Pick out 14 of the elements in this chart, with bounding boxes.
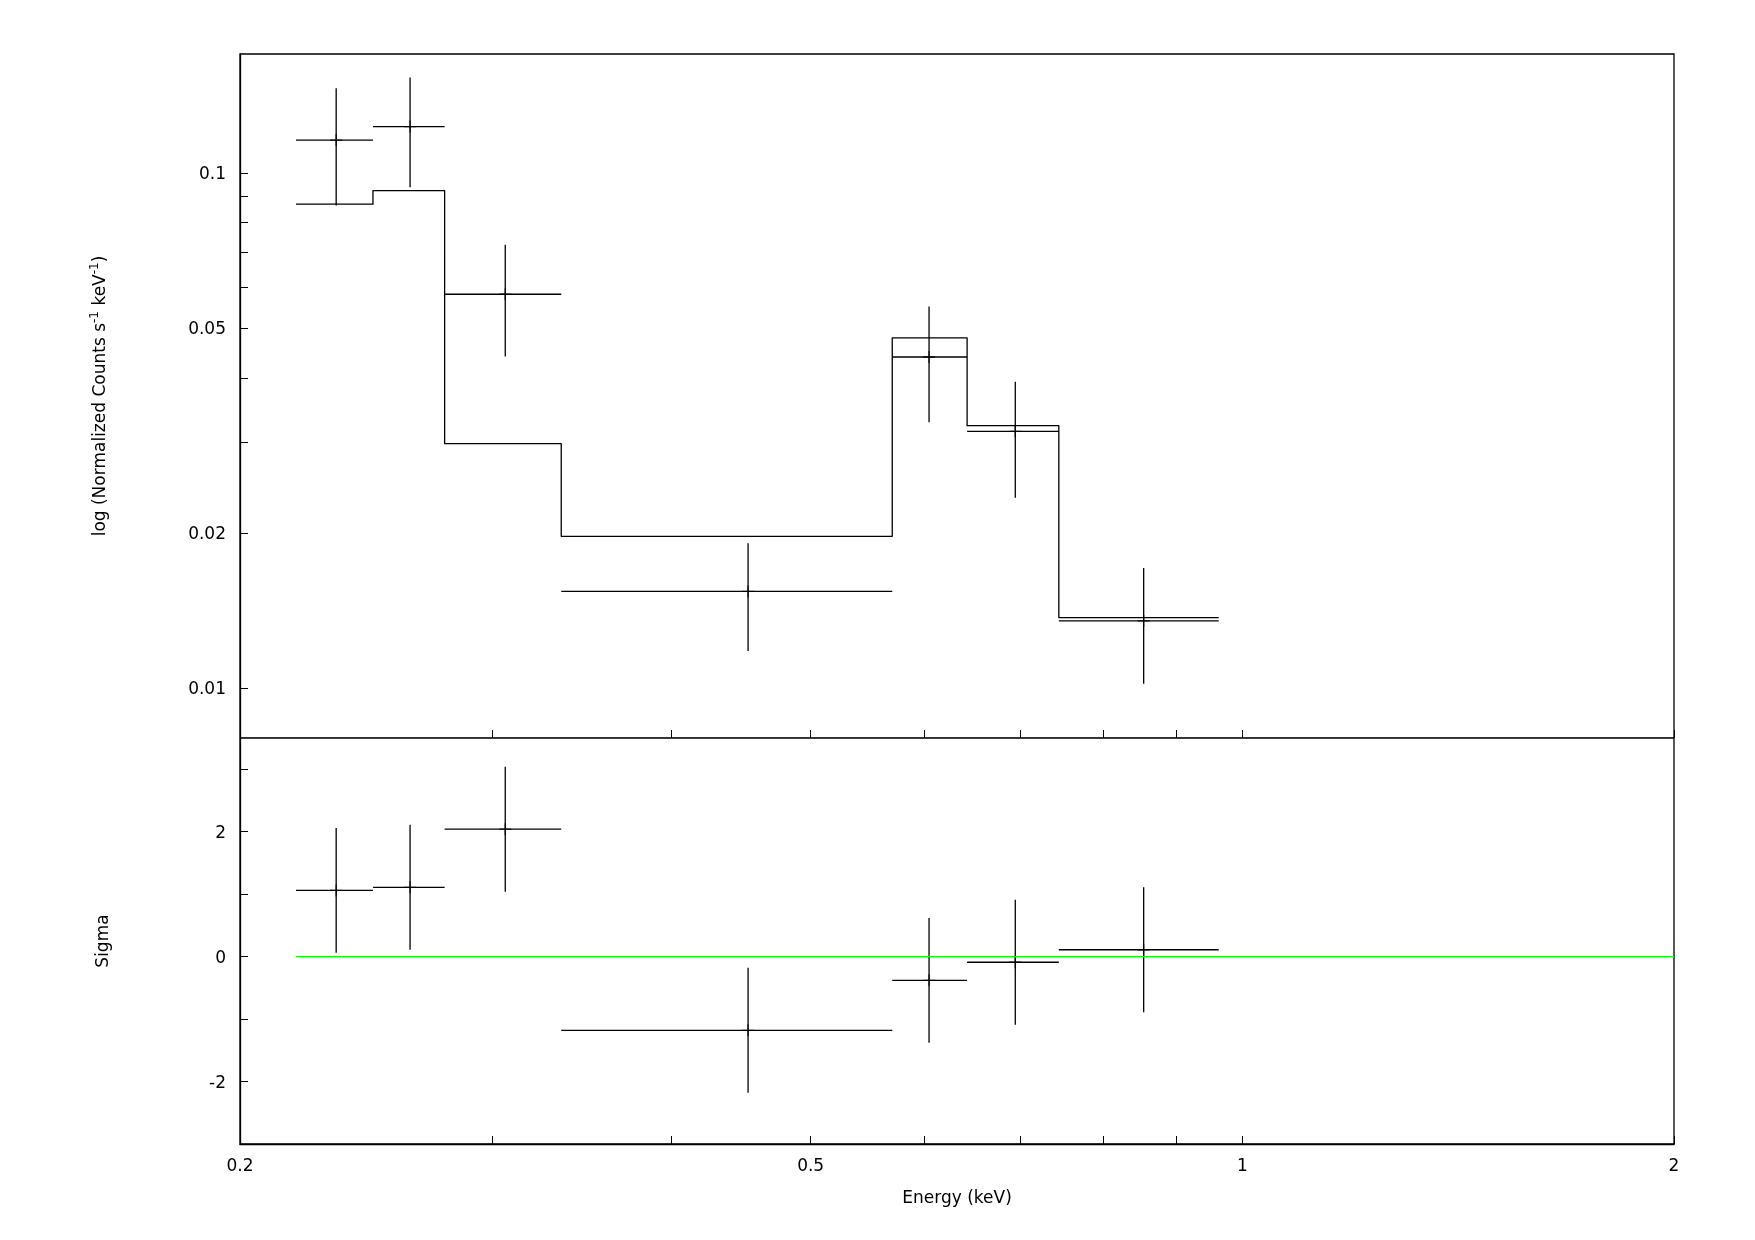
y-axis-title: Sigma [91,914,112,968]
x-tick-label: 0.5 [797,1154,825,1175]
x-tick-label: 2 [1668,1154,1680,1175]
y-axis-title: log (Normalized Counts s-1 keV-1) [87,255,109,537]
y-tick-label: 0.01 [188,678,226,699]
y-tick-label: 0.05 [188,317,226,338]
x-tick-label: 1 [1236,1154,1248,1175]
x-axis-title: Energy (keV) [902,1186,1012,1207]
y-tick-label: 0 [215,946,226,967]
y-tick-label: 0.02 [188,522,226,543]
x-tick-label: 0.2 [226,1154,254,1175]
y-tick-label: 2 [215,821,226,842]
y-tick-label: 0.1 [198,162,226,183]
y-tick-label: -2 [209,1071,226,1092]
